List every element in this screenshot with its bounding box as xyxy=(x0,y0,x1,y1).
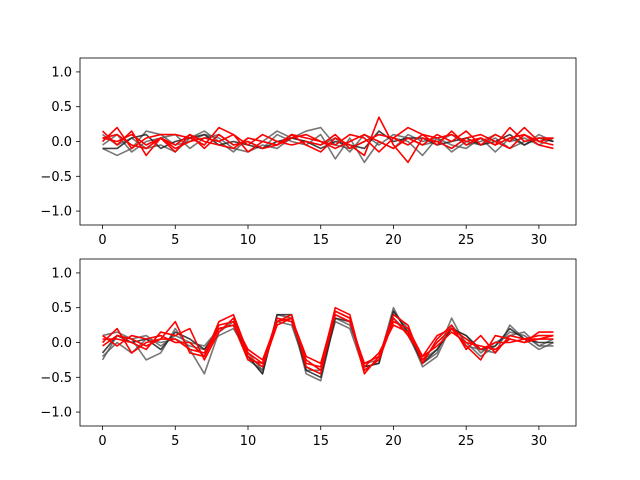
series-line-8 xyxy=(102,313,554,372)
series-line-8 xyxy=(102,133,554,150)
bottom-chart: 0 5 10 15 20 25 30 −1.0 −0.5 0.0 0.5 1.0 xyxy=(40,258,577,449)
top-chart: 0 5 10 15 20 25 30 −1.0 −0.5 0.0 0.5 1.0 xyxy=(40,57,577,248)
y-tick-label: −0.5 xyxy=(40,170,72,185)
y-tick-label: −1.0 xyxy=(40,406,72,421)
x-tick-label: 20 xyxy=(385,434,402,449)
y-tick-label: 0.0 xyxy=(51,135,72,150)
x-tick-label: 30 xyxy=(531,434,548,449)
series-line-7 xyxy=(102,310,554,368)
x-tick-label: 25 xyxy=(458,233,475,248)
x-tick-label: 15 xyxy=(312,434,329,449)
x-tick-label: 5 xyxy=(171,434,179,449)
y-tick-label: −0.5 xyxy=(40,371,72,386)
x-tick-label: 0 xyxy=(98,434,106,449)
x-tick-label: 0 xyxy=(98,233,106,248)
y-tick-label: 1.0 xyxy=(51,266,72,281)
y-tick-label: 0.5 xyxy=(51,100,72,115)
x-tick-label: 10 xyxy=(240,233,257,248)
x-tick-label: 10 xyxy=(240,434,257,449)
y-tick-label: 1.0 xyxy=(51,65,72,80)
y-tick-label: 0.5 xyxy=(51,301,72,316)
y-tick-label: −1.0 xyxy=(40,205,72,220)
x-tick-label: 5 xyxy=(171,233,179,248)
x-tick-label: 15 xyxy=(312,233,329,248)
x-tick-label: 20 xyxy=(385,233,402,248)
series-line-7 xyxy=(101,126,554,157)
y-tick-label: 0.0 xyxy=(51,336,72,351)
x-tick-label: 25 xyxy=(458,434,475,449)
x-tick-label: 30 xyxy=(531,233,548,248)
